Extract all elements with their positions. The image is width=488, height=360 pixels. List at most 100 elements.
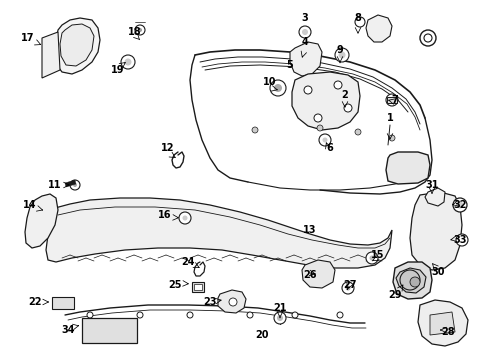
Polygon shape [25,194,58,248]
Circle shape [399,270,419,290]
Circle shape [343,104,351,112]
Text: 11: 11 [48,180,61,190]
Text: 26: 26 [303,270,316,280]
Text: 13: 13 [303,225,316,235]
Circle shape [246,312,252,318]
Text: 10: 10 [263,77,276,87]
Circle shape [135,25,145,35]
Text: 23: 23 [203,297,216,307]
Circle shape [124,58,131,66]
Circle shape [291,312,297,318]
Polygon shape [60,24,94,66]
Circle shape [354,129,360,135]
Text: 1: 1 [386,113,392,123]
Polygon shape [291,72,359,130]
Circle shape [423,34,431,42]
Text: 7: 7 [391,95,398,105]
Circle shape [304,86,311,94]
Text: 27: 27 [343,280,356,290]
Circle shape [345,285,350,291]
Text: 31: 31 [425,180,438,190]
Circle shape [341,282,353,294]
Circle shape [419,30,435,46]
Polygon shape [365,15,391,42]
Circle shape [316,125,323,131]
Text: 22: 22 [28,297,41,307]
Circle shape [121,55,135,69]
Text: 16: 16 [158,210,171,220]
Circle shape [228,298,237,306]
Circle shape [298,26,310,38]
Text: 12: 12 [161,143,174,153]
Circle shape [313,114,321,122]
Circle shape [456,202,463,208]
Circle shape [276,315,283,321]
Bar [82,318,137,343]
Circle shape [333,81,341,89]
Polygon shape [385,152,429,184]
Text: 6: 6 [326,143,333,153]
Circle shape [73,183,77,187]
Text: 33: 33 [452,235,466,245]
Text: 19: 19 [111,65,124,75]
Polygon shape [392,262,431,299]
Polygon shape [395,268,425,293]
Circle shape [137,312,142,318]
Circle shape [273,312,285,324]
Polygon shape [46,198,391,268]
Circle shape [302,29,307,35]
Circle shape [182,216,187,220]
Circle shape [273,84,282,92]
Circle shape [455,234,467,246]
Circle shape [409,277,419,287]
Circle shape [338,51,345,58]
Bar [386,97,396,103]
Circle shape [369,256,374,261]
Text: 20: 20 [255,330,268,340]
Polygon shape [303,74,334,106]
Polygon shape [417,300,467,346]
Bar [194,284,202,290]
Circle shape [336,312,342,318]
Polygon shape [218,290,245,313]
Bar [52,297,74,309]
Polygon shape [54,18,100,74]
Text: 28: 28 [440,327,454,337]
Polygon shape [302,260,334,288]
Polygon shape [409,192,461,270]
Text: 32: 32 [452,200,466,210]
Text: 9: 9 [336,45,343,55]
Circle shape [365,252,377,264]
Circle shape [318,134,330,146]
Text: 5: 5 [286,60,293,70]
Circle shape [87,312,93,318]
Text: 15: 15 [370,250,384,260]
Polygon shape [424,188,444,206]
Circle shape [388,135,394,141]
Circle shape [452,198,466,212]
Polygon shape [65,180,76,187]
Text: 14: 14 [23,200,37,210]
Circle shape [70,180,80,190]
Text: 34: 34 [61,325,75,335]
Text: 30: 30 [430,267,444,277]
Polygon shape [42,32,60,78]
Bar [192,282,203,292]
Text: 8: 8 [354,13,361,23]
Circle shape [138,28,142,32]
Circle shape [385,94,397,106]
Circle shape [251,127,258,133]
Text: 29: 29 [387,290,401,300]
Text: 3: 3 [301,13,308,23]
Circle shape [334,48,348,62]
Circle shape [269,80,285,96]
Text: 2: 2 [341,90,347,100]
Text: 25: 25 [168,280,182,290]
Text: 21: 21 [273,303,286,313]
Text: 24: 24 [181,257,194,267]
Text: 4: 4 [301,37,308,47]
Circle shape [322,138,327,143]
Circle shape [186,312,193,318]
Polygon shape [289,42,321,76]
Circle shape [354,17,364,27]
